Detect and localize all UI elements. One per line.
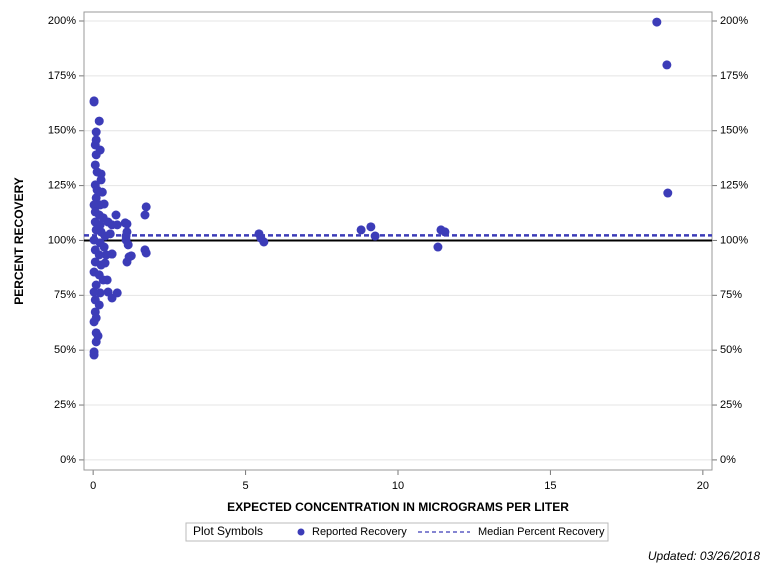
point	[141, 248, 151, 258]
point	[94, 116, 104, 126]
y-tick-label: 0%	[60, 454, 76, 466]
point	[94, 250, 104, 260]
x-tick-label: 5	[243, 480, 249, 492]
point	[99, 199, 109, 209]
y-axis-label: PERCENT RECOVERY	[12, 177, 26, 305]
x-tick-label: 10	[392, 480, 404, 492]
point	[91, 127, 101, 137]
y2-tick-label: 125%	[720, 179, 748, 191]
legend-label: Reported Recovery	[312, 526, 407, 538]
point	[652, 17, 662, 27]
point	[100, 258, 110, 268]
point	[97, 187, 107, 197]
point	[105, 229, 115, 239]
y2-tick-label: 0%	[720, 454, 736, 466]
x-tick-label: 15	[544, 480, 556, 492]
x-tick-label: 20	[697, 480, 709, 492]
y-tick-label: 75%	[54, 289, 76, 301]
y2-tick-label: 50%	[720, 344, 742, 356]
y2-tick-label: 25%	[720, 399, 742, 411]
point	[89, 350, 99, 360]
point	[370, 231, 380, 241]
y-tick-label: 25%	[54, 399, 76, 411]
y-tick-label: 175%	[48, 70, 76, 82]
point	[91, 280, 101, 290]
point	[140, 210, 150, 220]
x-axis-label: EXPECTED CONCENTRATION IN MICROGRAMS PER…	[227, 500, 569, 514]
point	[91, 337, 101, 347]
point	[89, 317, 99, 327]
legend-title: Plot Symbols	[193, 524, 263, 538]
y-tick-label: 200%	[48, 15, 76, 27]
legend-label: Median Percent Recovery	[478, 526, 605, 538]
y2-tick-label: 75%	[720, 289, 742, 301]
point	[121, 235, 131, 245]
point	[126, 251, 136, 261]
legend-box	[185, 522, 609, 542]
point	[663, 188, 673, 198]
point	[662, 60, 672, 70]
x-tick-label: 0	[90, 480, 96, 492]
y-tick-label: 100%	[48, 234, 76, 246]
y-tick-label: 50%	[54, 344, 76, 356]
point	[102, 275, 112, 285]
point	[89, 96, 99, 106]
y2-tick-label: 150%	[720, 125, 748, 137]
point	[107, 249, 117, 259]
legend-symbol	[297, 528, 305, 536]
point	[112, 288, 122, 298]
updated-note: Updated: 03/26/2018	[648, 549, 760, 563]
point	[96, 175, 106, 185]
point	[90, 140, 100, 150]
point	[94, 300, 104, 310]
y-tick-label: 150%	[48, 125, 76, 137]
y-tick-label: 125%	[48, 179, 76, 191]
point	[91, 150, 101, 160]
point	[141, 202, 151, 212]
point	[112, 220, 122, 230]
point	[433, 242, 443, 252]
point	[111, 210, 121, 220]
point	[356, 225, 366, 235]
point	[90, 160, 100, 170]
point	[366, 222, 376, 232]
point	[259, 237, 269, 247]
y2-tick-label: 100%	[720, 234, 748, 246]
point	[95, 288, 105, 298]
y2-tick-label: 175%	[720, 70, 748, 82]
point	[122, 219, 132, 229]
point	[99, 242, 109, 252]
point	[440, 227, 450, 237]
point	[91, 193, 101, 203]
y2-tick-label: 200%	[720, 15, 748, 27]
